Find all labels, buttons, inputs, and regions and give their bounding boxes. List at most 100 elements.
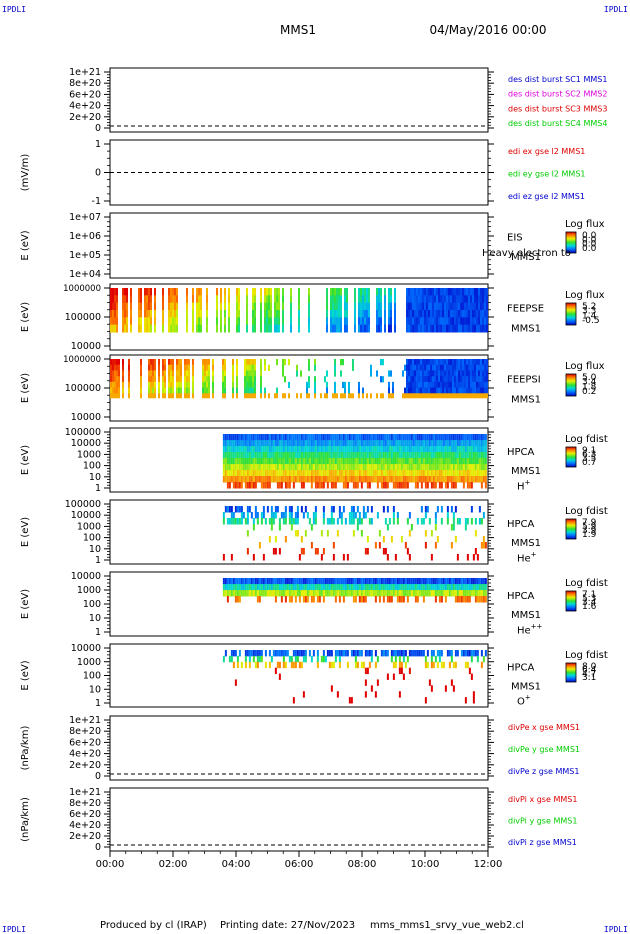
- spectrogram-cell: [276, 387, 278, 394]
- spectrogram-cell: [454, 359, 456, 366]
- spectrogram-cell: [308, 518, 311, 525]
- spectrogram-cell: [324, 452, 327, 459]
- spectrogram-cell: [472, 288, 474, 296]
- spectrogram-cell: [416, 650, 419, 657]
- spectrogram-cell: [370, 364, 372, 371]
- spectrogram-cell: [114, 310, 116, 318]
- spectrogram-cell: [392, 381, 394, 389]
- spectrogram-cell: [402, 584, 405, 591]
- spectrogram-cell: [378, 295, 380, 304]
- spectrogram-cell: [358, 393, 360, 399]
- spectrogram-cell: [246, 387, 248, 394]
- spectrogram-cell: [410, 302, 412, 311]
- spectrogram-cell: [416, 359, 418, 366]
- spectrogram-cell: [390, 464, 393, 471]
- colorbar-value: 0.7: [582, 458, 596, 468]
- spectrogram-cell: [238, 288, 240, 296]
- spectrogram-cell: [482, 452, 485, 459]
- spectrogram-cell: [468, 324, 470, 333]
- spectrogram-cell: [416, 596, 419, 603]
- x-tick-label: 04:00: [222, 859, 251, 870]
- spectrogram-cell: [238, 310, 240, 318]
- spectrogram-cell: [412, 458, 415, 465]
- spectrogram-cell: [274, 506, 277, 513]
- spectrogram-cell: [448, 661, 451, 669]
- spectrogram-cell: [170, 317, 172, 326]
- spectrogram-cell: [390, 434, 393, 441]
- spectrogram-cell: [236, 317, 238, 326]
- spectrogram-cell: [456, 650, 459, 657]
- spectrogram-cell: [310, 542, 313, 549]
- spectrogram-cell: [474, 317, 476, 326]
- spectrogram-cell: [256, 470, 259, 477]
- y-axis-label: (nPa/km): [20, 797, 31, 842]
- spectrogram-cell: [350, 458, 353, 465]
- spectrogram-cell: [288, 578, 291, 585]
- spectrogram-cell: [472, 650, 475, 657]
- colorbar-value: 7.1: [582, 590, 596, 600]
- spectrogram-cell: [476, 440, 479, 447]
- spectrogram-cell: [198, 302, 200, 311]
- spectrogram-cell: [332, 661, 335, 669]
- spectrogram-cell: [464, 310, 466, 318]
- spectrogram-cell: [434, 440, 437, 447]
- spectrogram-cell: [408, 364, 410, 371]
- spectrogram-cell: [258, 434, 261, 441]
- spectrogram-cell: [186, 359, 188, 366]
- spectrogram-cell: [438, 650, 441, 657]
- spectrogram-cell: [346, 295, 348, 304]
- spectrogram-cell: [236, 578, 239, 585]
- spectrogram-cell: [342, 650, 345, 657]
- spectrogram-cell: [446, 578, 449, 585]
- colorbar-value: 5.3: [582, 594, 596, 604]
- spectrogram-cell: [470, 476, 473, 483]
- spectrogram-cell: [276, 458, 279, 465]
- spectrogram-cell: [298, 578, 301, 585]
- spectrogram-cell: [338, 446, 341, 453]
- spectrogram-cell: [122, 364, 124, 371]
- spectrogram-cell: [416, 476, 419, 483]
- spectrogram-cell: [276, 470, 279, 477]
- spectrogram-cell: [192, 359, 194, 366]
- spectrogram-cell: [410, 446, 413, 453]
- spectrogram-cell: [368, 464, 371, 471]
- y-tick-label: -1: [92, 196, 101, 207]
- spectrogram-cell: [466, 452, 469, 459]
- spectrogram-cell: [484, 452, 487, 459]
- spectrogram-cell: [448, 434, 451, 441]
- spectrogram-cell: [290, 590, 293, 597]
- spectrogram-cell: [434, 302, 436, 311]
- spectrogram-cell: [470, 393, 472, 399]
- spectrogram-cell: [296, 370, 298, 377]
- colorbar-title: Log fdist: [565, 506, 608, 517]
- spectrogram-cell: [478, 590, 481, 597]
- spectrogram-cell: [380, 393, 382, 399]
- spectrogram-cell: [260, 584, 263, 591]
- spectrogram-cell: [308, 434, 311, 441]
- spectrogram-cell: [442, 302, 444, 311]
- spectrogram-cell: [468, 295, 470, 304]
- spectrogram-cell: [228, 310, 230, 318]
- spectrogram-cell: [366, 506, 369, 513]
- spectrogram-cell: [304, 470, 307, 477]
- spectrogram-cell: [364, 295, 366, 304]
- spectrogram-cell: [452, 470, 455, 477]
- spectrogram-cell: [290, 518, 293, 525]
- spectrogram-cell: [468, 667, 471, 675]
- spectrogram-cell: [430, 584, 433, 591]
- spectrogram-cell: [296, 512, 299, 519]
- spectrogram-cell: [460, 464, 463, 471]
- spectrogram-cell: [318, 482, 321, 489]
- spectrogram-cell: [480, 317, 482, 326]
- spectrogram-cell: [150, 387, 152, 394]
- spectrogram-cell: [412, 295, 414, 304]
- spectrogram-cell: [428, 295, 430, 304]
- spectrogram-cell: [390, 578, 393, 585]
- spectrogram-cell: [246, 530, 249, 537]
- spectrogram-cell: [464, 288, 466, 296]
- spectrogram-cell: [278, 302, 280, 311]
- spectrogram-cell: [482, 464, 485, 471]
- spectrogram-cell: [168, 295, 170, 304]
- spectrogram-cell: [456, 376, 458, 383]
- spectrogram-cell: [360, 458, 363, 465]
